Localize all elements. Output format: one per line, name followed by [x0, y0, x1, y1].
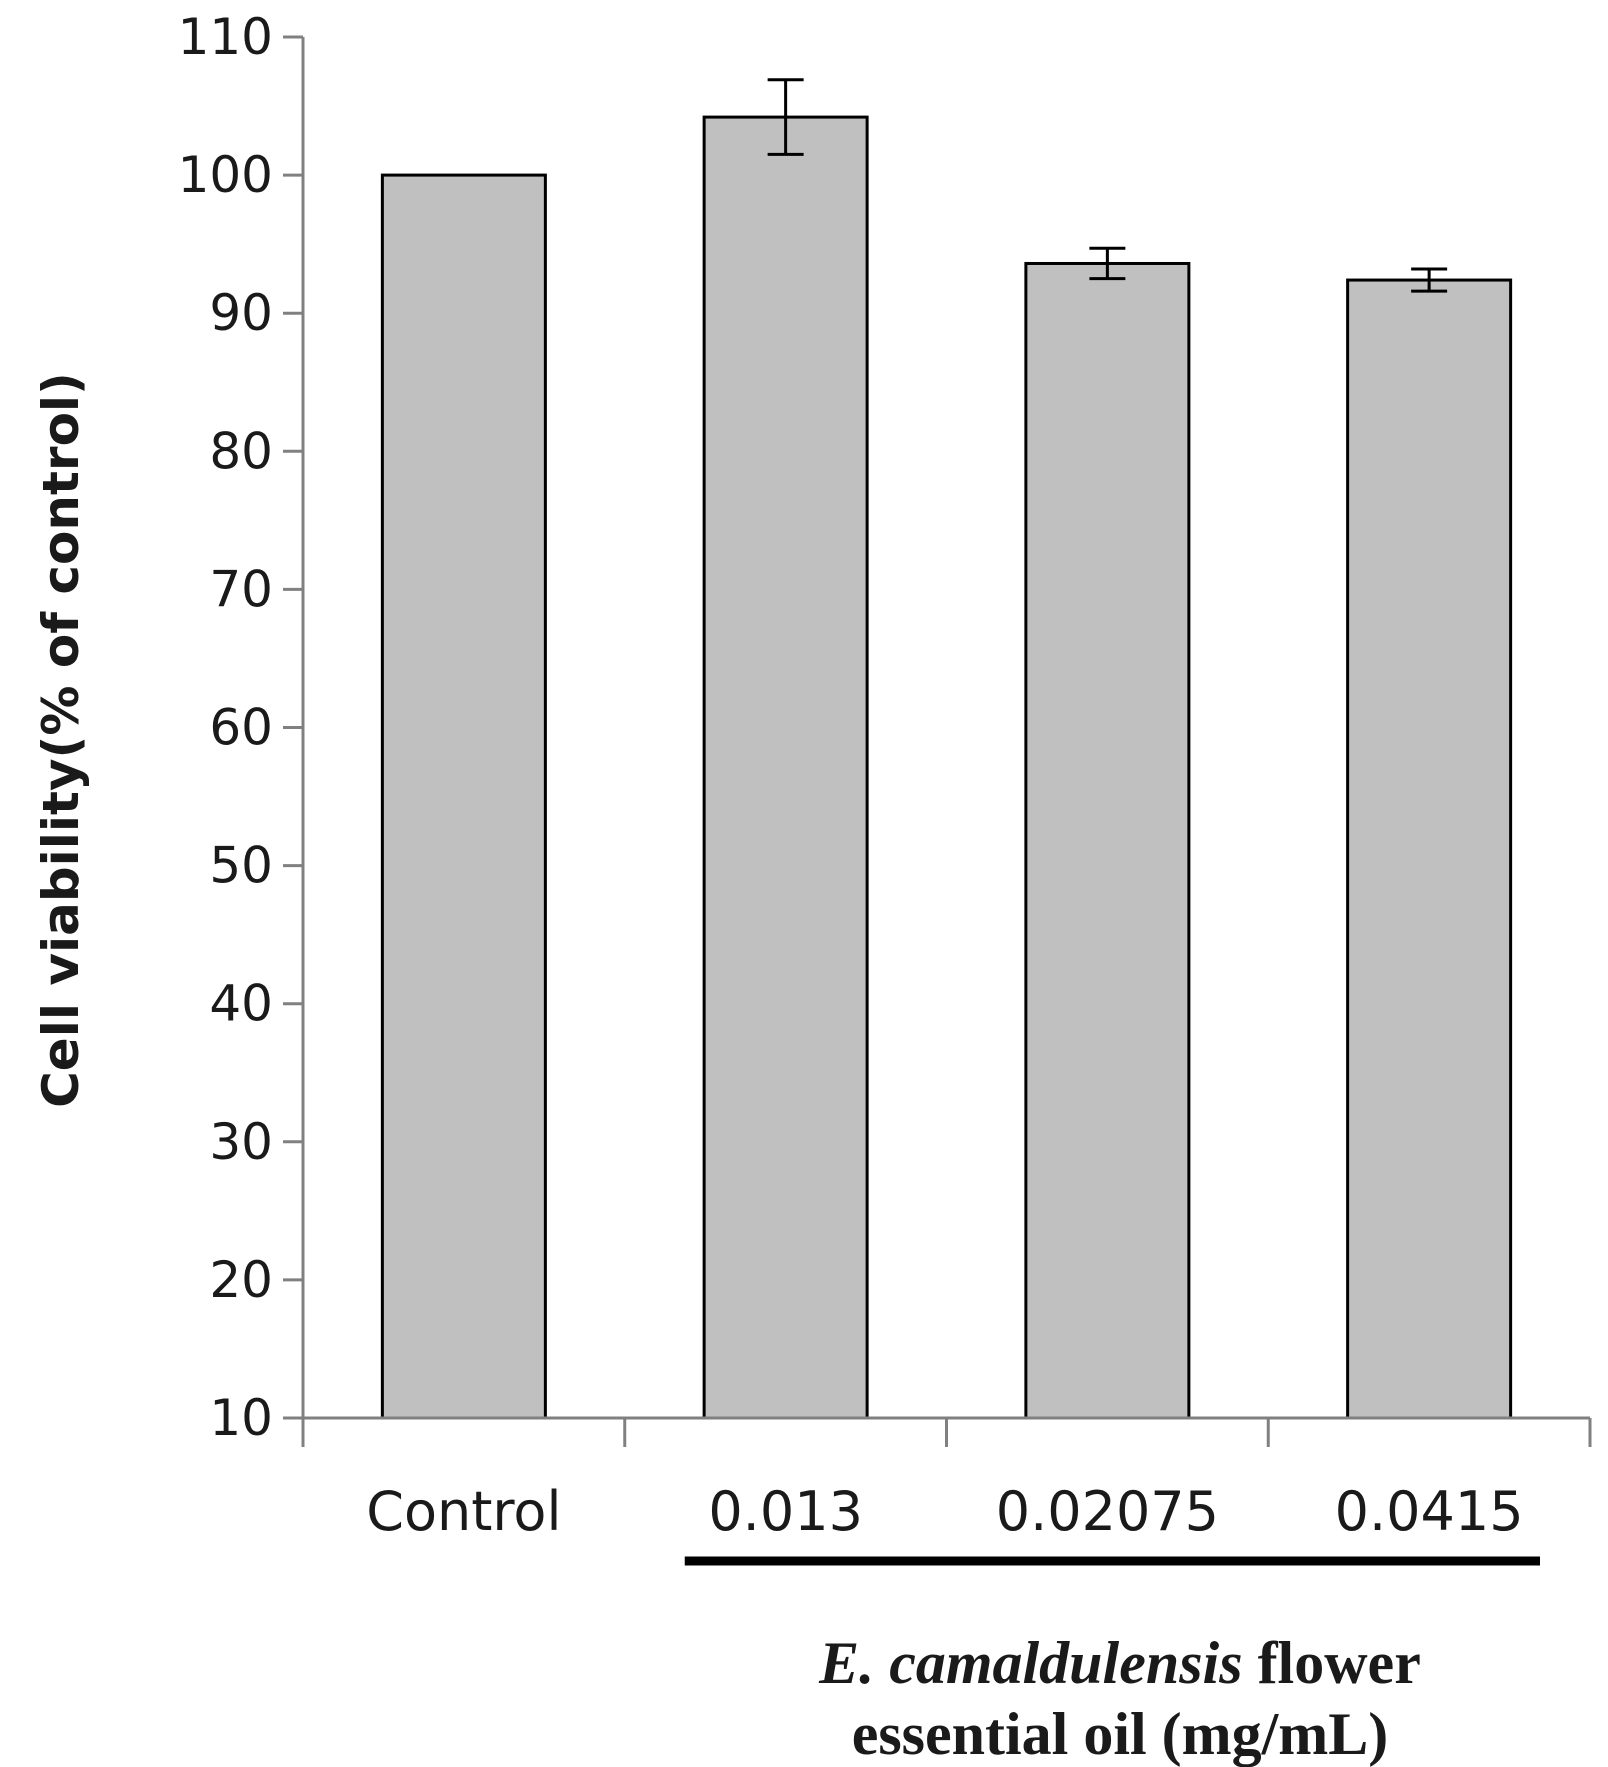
category-label: 0.013: [708, 1480, 863, 1543]
bar: [380, 173, 547, 1420]
x-axis-label-line2: essential oil (mg/mL): [852, 1701, 1389, 1767]
bar: [1024, 261, 1191, 1420]
y-tick-label: 100: [178, 146, 273, 204]
x-axis-ticks: [301, 1418, 1592, 1447]
y-axis-label: Cell viability(% of control): [32, 372, 90, 1108]
y-tick-label: 10: [209, 1389, 273, 1447]
y-tick-label: 60: [209, 699, 273, 757]
category-label: 0.02075: [996, 1480, 1219, 1543]
y-tick-label: 110: [178, 8, 273, 66]
x-axis-label-line1-rest: flower: [1243, 1630, 1421, 1696]
category-label: 0.0415: [1335, 1480, 1524, 1543]
bars: [380, 115, 1513, 1420]
error-bars: [767, 78, 1448, 293]
y-axis-ticks: 10 20 30 40 50 60 70 80 90 100 110: [178, 8, 303, 1447]
y-tick-label: 90: [209, 284, 273, 342]
x-axis-label-line1: E. camaldulensis flower: [818, 1630, 1421, 1696]
x-axis-label-species: E. camaldulensis: [818, 1630, 1242, 1696]
bar: [1346, 278, 1513, 1420]
y-tick-label: 20: [209, 1251, 273, 1309]
y-tick-label: 40: [209, 975, 273, 1033]
category-labels: Control 0.013 0.02075 0.0415: [366, 1480, 1523, 1543]
bar: [702, 115, 869, 1420]
y-tick-label: 30: [209, 1113, 273, 1171]
y-tick-label: 80: [209, 422, 273, 480]
y-tick-label: 50: [209, 837, 273, 895]
category-label: Control: [366, 1480, 561, 1543]
y-tick-label: 70: [209, 560, 273, 618]
